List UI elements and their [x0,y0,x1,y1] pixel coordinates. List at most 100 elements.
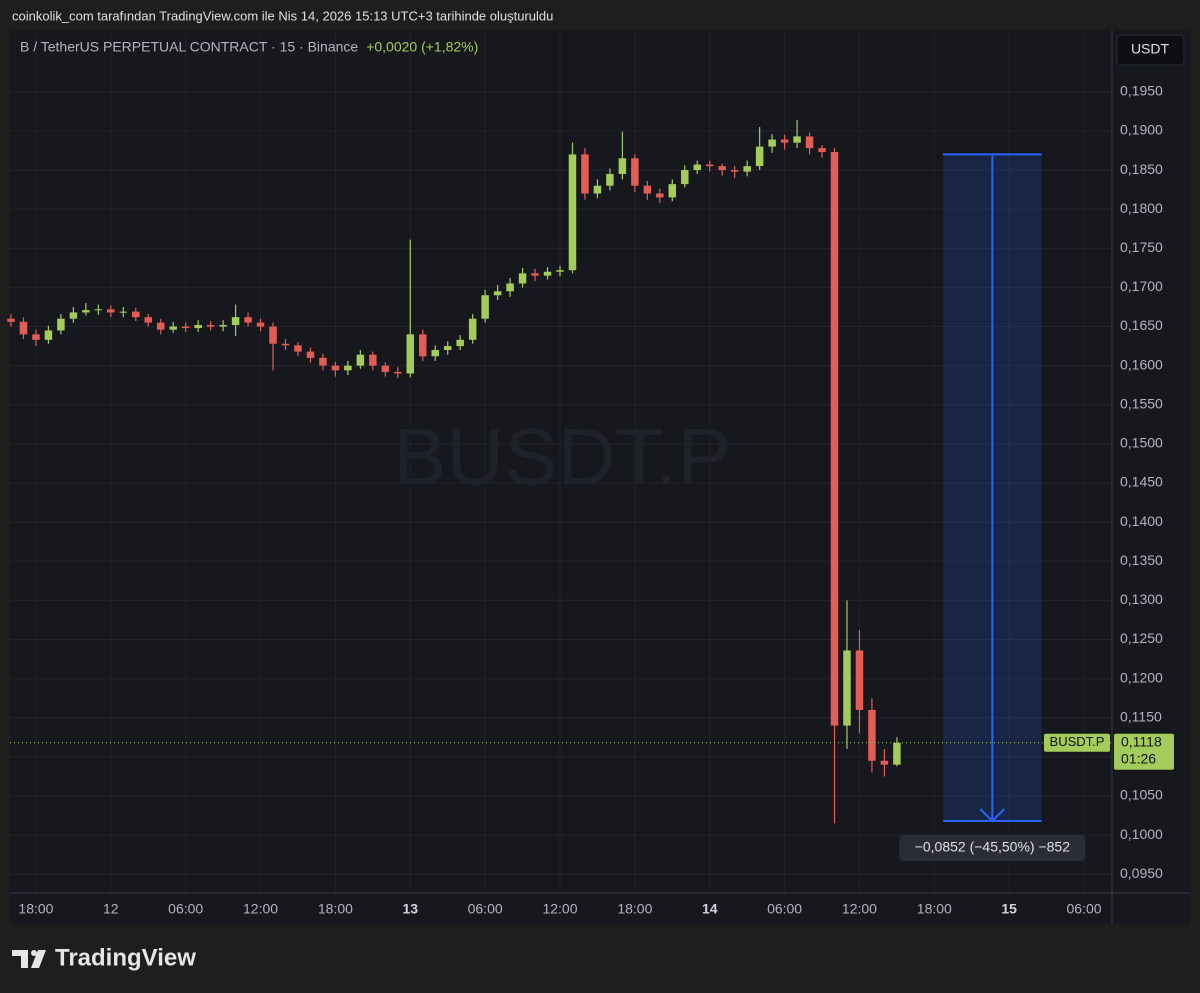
y-tick-label: 0,0950 [1120,865,1163,881]
candle-body [94,309,103,311]
x-tick-label: 18:00 [18,901,53,917]
y-tick-label: 0,1350 [1120,552,1163,568]
symbol-tag [1044,733,1110,752]
candle-body [169,326,177,330]
candle-body [269,326,277,344]
candle-body [880,760,889,765]
candle-body [394,371,402,374]
y-tick-label: 0,1700 [1120,278,1163,294]
candle-body [868,709,876,761]
candle-body [843,650,851,726]
y-tick-label: 0,1200 [1120,669,1163,685]
y-tick-label: 0,1300 [1120,591,1163,607]
x-tick-label: 12:00 [542,901,577,917]
candle-body [57,318,65,331]
y-tick-label: 0,1550 [1120,395,1163,411]
candle-body [568,154,577,271]
candle-body [356,354,365,366]
candle-body [818,148,826,153]
candle-body [256,322,265,327]
candle-body [19,321,28,335]
price-tag [1114,733,1174,770]
candle-body [219,324,227,327]
x-tick-label: 12:00 [842,901,877,917]
y-tick-label: 0,1850 [1120,161,1163,177]
price-tag-countdown: 01:26 [1121,750,1156,766]
x-tick-label: 14 [702,901,718,917]
candle-body [306,351,315,358]
candle-body [206,324,215,327]
logo-icon [12,950,46,968]
candle-body [32,334,40,340]
candle-body [119,311,128,313]
price-tag-value: 0,1118 [1121,733,1162,749]
y-tick-label: 0,1250 [1120,630,1163,646]
candle-body [344,365,352,371]
candle-body [244,317,252,323]
candle-body [82,310,90,313]
candle-body [681,170,689,185]
candle-body [730,170,739,172]
symbol-tag-text: BUSDT.P [1050,734,1105,749]
candle-body [830,152,839,726]
candle-body [668,184,677,198]
candle-body [768,139,776,147]
candle-body [780,139,789,143]
candle-body [705,164,714,167]
candle-body [693,164,701,171]
currency-button[interactable] [1116,34,1185,66]
candle-body [481,295,489,319]
candle-body [468,318,477,340]
candle-body [755,146,764,167]
measure-label-box [899,835,1086,862]
y-tick-label: 0,1500 [1120,435,1163,451]
candle-body [631,158,639,186]
candle-body [107,309,115,313]
y-tick-label: 0,1650 [1120,317,1163,333]
candle-body [743,166,751,172]
candle-body [69,312,78,319]
x-tick-label: 18:00 [917,901,952,917]
candle-body [156,322,165,330]
candle-body [543,271,552,276]
candle-body [643,185,652,194]
y-tick-label: 0,1600 [1120,356,1163,372]
symbol-line: B / TetherUS PERPETUAL CONTRACT · 15 · B… [20,39,358,55]
candle-body [893,742,901,765]
x-tick-label: 06:00 [767,901,802,917]
candle-body [231,317,240,325]
candle-body [144,317,152,323]
candle-body [855,650,864,710]
x-tick-label: 18:00 [318,901,353,917]
x-tick-label: 06:00 [168,901,203,917]
candle-body [556,270,564,272]
logo-dot [31,950,37,956]
candle-body [181,326,190,329]
x-tick-label: 06:00 [468,901,503,917]
candle-body [606,173,614,186]
candle-body [132,311,140,318]
candle-body [506,283,514,292]
candle-body [718,166,726,171]
plot-area: BUSDT.P −0,0852 (−45,50%) −852 [7,30,1112,893]
candle-body [456,339,464,347]
y-tick-label: 0,1050 [1120,787,1163,803]
y-tick-label: 0,1150 [1120,708,1162,724]
candle-body [581,154,589,194]
candle-body [805,136,814,149]
candle-body [194,324,202,329]
candle-body [381,365,390,372]
candle-body [531,273,539,276]
y-tick-label: 0,1450 [1120,474,1163,490]
candle-body [331,365,340,371]
candle-body [518,273,527,284]
x-tick-label: 18:00 [617,901,652,917]
change-text: +0,0020 (+1,82%) [366,39,478,55]
measure-arrowhead [979,808,1006,823]
watermark: BUSDT.P [393,412,731,501]
header-text: coinkolik_com tarafından TradingView.com… [12,8,553,23]
x-tick-label: 12:00 [243,901,278,917]
candle-body [493,291,502,296]
y-tick-label: 0,1000 [1120,826,1163,842]
